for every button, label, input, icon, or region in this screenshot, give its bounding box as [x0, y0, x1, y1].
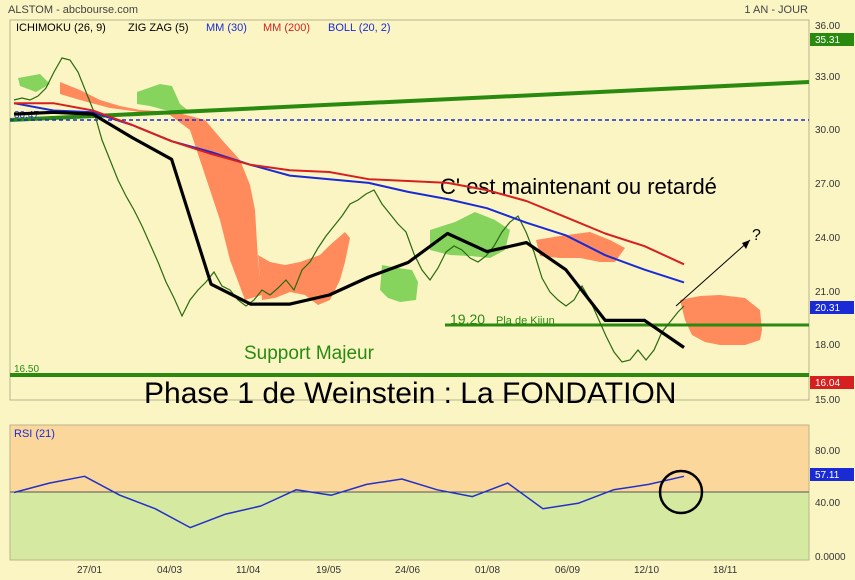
- cloud-bull-4: [430, 212, 510, 258]
- rsi-ytick-40: 40.00: [815, 498, 840, 509]
- legend-mm200: MM (200): [263, 22, 310, 34]
- header-period: 1 AN - JOUR: [744, 4, 808, 16]
- rsi-badge-value: 57.11: [815, 470, 840, 481]
- rsi-ytick-0: 0.0000: [815, 552, 846, 563]
- badge-20-31-bg: [810, 301, 854, 314]
- xtick-1: 04/03: [157, 565, 182, 576]
- x-axis: 27/01 04/03 11/04 19/05 24/06 01/08 06/0…: [77, 565, 738, 576]
- legend-mm30: MM (30): [206, 22, 247, 34]
- xtick-4: 24/06: [395, 565, 420, 576]
- annotation-support: Support Majeur: [244, 343, 375, 364]
- series-layer: [13, 102, 685, 529]
- ytick-27: 27.00: [815, 179, 840, 190]
- legend-boll: BOLL (20, 2): [328, 22, 391, 34]
- rsi-lower-zone: [10, 492, 809, 560]
- price-candles: [13, 57, 685, 363]
- badge-35-31-bg: [810, 33, 854, 46]
- cloud-bull-2: [137, 84, 190, 112]
- badge-16-04-bg: [810, 376, 854, 389]
- ytick-18: 18.00: [815, 340, 840, 351]
- price-badges: 35.31 20.31 16.04: [810, 33, 854, 389]
- cloud-bull-3: [380, 265, 418, 302]
- level-label-30-47: 30.47: [14, 110, 39, 121]
- xtick-8: 18/11: [713, 565, 738, 576]
- ytick-21: 21.00: [815, 287, 840, 298]
- level-label-19-20: 19.20: [450, 311, 485, 327]
- xtick-7: 12/10: [634, 565, 659, 576]
- legend-ichimoku: ICHIMOKU (26, 9): [16, 22, 106, 34]
- xtick-2: 11/04: [236, 565, 261, 576]
- xtick-6: 06/09: [555, 565, 580, 576]
- xtick-5: 01/08: [475, 565, 500, 576]
- annotation-question: ?: [752, 227, 761, 244]
- ytick-24: 24.00: [815, 233, 840, 244]
- series-line-mm-200: [14, 102, 685, 266]
- ichimoku-cloud: [18, 74, 762, 345]
- price-panel: [9, 19, 810, 401]
- annotation-phase: Phase 1 de Weinstein : La FONDATION: [144, 377, 676, 410]
- badge-35-31: 35.31: [815, 35, 840, 46]
- cloud-bear-4: [680, 295, 762, 345]
- rsi-highlight-circle: [658, 469, 704, 515]
- series-line-ichimoku-26-9: [13, 110, 685, 349]
- xtick-0: 27/01: [77, 565, 102, 576]
- rsi-ytick-80: 80.00: [815, 446, 840, 457]
- annotation-kijun: Pla de Kijun: [496, 315, 555, 327]
- header-title: ALSTOM - abcbourse.com: [8, 4, 138, 16]
- annotation-arrowhead: [742, 240, 750, 249]
- legend-zigzag: ZIG ZAG (5): [128, 22, 189, 34]
- cloud-bull-1: [18, 74, 50, 92]
- ytick-30: 30.00: [815, 125, 840, 136]
- series-line-rsi-21: [13, 475, 685, 529]
- annotation-main: C' est maintenant ou retardé: [440, 174, 717, 199]
- xtick-3: 19/05: [316, 565, 341, 576]
- badge-16-04: 16.04: [815, 378, 840, 389]
- ytick-15: 15.00: [815, 395, 840, 406]
- ytick-33: 33.00: [815, 72, 840, 83]
- level-label-16-50: 16.50: [14, 364, 39, 375]
- trend-line-upper: [9, 80, 810, 122]
- cloud-bear-1: [60, 82, 262, 300]
- annotation-arrow: [675, 239, 751, 307]
- rsi-badge-bg: [810, 468, 854, 481]
- rsi-y-axis: 80.00 57.11 40.00 0.0000: [810, 446, 854, 563]
- rsi-title: RSI (21): [14, 428, 55, 440]
- ytick-36: 36.00: [815, 21, 840, 32]
- badge-20-31: 20.31: [815, 303, 840, 314]
- price-y-axis: 36.00 33.00 30.00 27.00 24.00 21.00 18.0…: [815, 21, 840, 406]
